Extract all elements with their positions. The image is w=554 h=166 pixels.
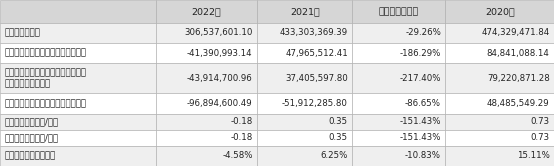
Text: 加权平均净资产收益率: 加权平均净资产收益率 — [4, 151, 56, 160]
Text: 归属于上市公司股东的净利润（元）: 归属于上市公司股东的净利润（元） — [4, 49, 86, 58]
Bar — [0, 114, 156, 130]
Bar — [445, 23, 554, 43]
Bar — [257, 23, 352, 43]
Bar — [352, 63, 445, 93]
Text: -186.29%: -186.29% — [399, 49, 441, 58]
Text: 2021年: 2021年 — [290, 7, 320, 16]
Text: -4.58%: -4.58% — [222, 151, 253, 160]
Text: 6.25%: 6.25% — [321, 151, 348, 160]
Bar — [257, 146, 352, 166]
Text: -0.18: -0.18 — [230, 133, 253, 142]
Text: -151.43%: -151.43% — [399, 117, 441, 126]
Bar — [0, 130, 156, 146]
Bar — [445, 146, 554, 166]
Bar — [445, 63, 554, 93]
Bar — [445, 93, 554, 114]
Text: 15.11%: 15.11% — [517, 151, 550, 160]
Text: -217.40%: -217.40% — [399, 74, 441, 83]
Text: -0.18: -0.18 — [230, 117, 253, 126]
Bar — [156, 0, 257, 23]
Text: -86.65%: -86.65% — [405, 99, 441, 108]
Bar — [445, 0, 554, 23]
Bar — [156, 114, 257, 130]
Text: 归属于上市公司股东的扣除非经常性
损益的净利润（元）: 归属于上市公司股东的扣除非经常性 损益的净利润（元） — [4, 69, 86, 88]
Bar — [156, 63, 257, 93]
Text: 0.35: 0.35 — [329, 133, 348, 142]
Text: 基本每股收益（元/股）: 基本每股收益（元/股） — [4, 117, 59, 126]
Text: 本年比上年增减: 本年比上年增减 — [379, 7, 419, 16]
Text: 经营活动产生的现金流量净额（元）: 经营活动产生的现金流量净额（元） — [4, 99, 86, 108]
Bar — [257, 63, 352, 93]
Text: 2022年: 2022年 — [192, 7, 222, 16]
Text: -41,390,993.14: -41,390,993.14 — [187, 49, 253, 58]
Bar — [352, 93, 445, 114]
Text: -96,894,600.49: -96,894,600.49 — [187, 99, 253, 108]
Bar — [445, 114, 554, 130]
Text: 稏释每股收益（元/股）: 稏释每股收益（元/股） — [4, 133, 59, 142]
Bar — [352, 43, 445, 63]
Text: -29.26%: -29.26% — [405, 28, 441, 37]
Text: 37,405,597.80: 37,405,597.80 — [285, 74, 348, 83]
Text: 0.73: 0.73 — [530, 133, 550, 142]
Bar — [257, 114, 352, 130]
Bar — [352, 130, 445, 146]
Bar — [0, 93, 156, 114]
Bar — [352, 114, 445, 130]
Bar — [445, 130, 554, 146]
Text: 48,485,549.29: 48,485,549.29 — [487, 99, 550, 108]
Text: 306,537,601.10: 306,537,601.10 — [184, 28, 253, 37]
Bar — [156, 23, 257, 43]
Text: -43,914,700.96: -43,914,700.96 — [187, 74, 253, 83]
Bar — [257, 43, 352, 63]
Text: 433,303,369.39: 433,303,369.39 — [280, 28, 348, 37]
Bar — [156, 146, 257, 166]
Bar — [352, 0, 445, 23]
Text: 474,329,471.84: 474,329,471.84 — [481, 28, 550, 37]
Bar — [0, 0, 156, 23]
Text: -10.83%: -10.83% — [405, 151, 441, 160]
Bar — [156, 130, 257, 146]
Text: -51,912,285.80: -51,912,285.80 — [282, 99, 348, 108]
Bar — [0, 43, 156, 63]
Bar — [352, 146, 445, 166]
Bar — [257, 0, 352, 23]
Text: 79,220,871.28: 79,220,871.28 — [487, 74, 550, 83]
Text: 47,965,512.41: 47,965,512.41 — [285, 49, 348, 58]
Bar — [257, 93, 352, 114]
Bar — [156, 43, 257, 63]
Bar — [0, 23, 156, 43]
Bar — [445, 43, 554, 63]
Bar — [0, 146, 156, 166]
Text: -151.43%: -151.43% — [399, 133, 441, 142]
Text: 0.73: 0.73 — [530, 117, 550, 126]
Bar — [156, 93, 257, 114]
Text: 84,841,088.14: 84,841,088.14 — [487, 49, 550, 58]
Bar — [257, 130, 352, 146]
Text: 2020年: 2020年 — [485, 7, 515, 16]
Bar — [352, 23, 445, 43]
Bar — [0, 63, 156, 93]
Text: 0.35: 0.35 — [329, 117, 348, 126]
Text: 营业收入（元）: 营业收入（元） — [4, 28, 40, 37]
